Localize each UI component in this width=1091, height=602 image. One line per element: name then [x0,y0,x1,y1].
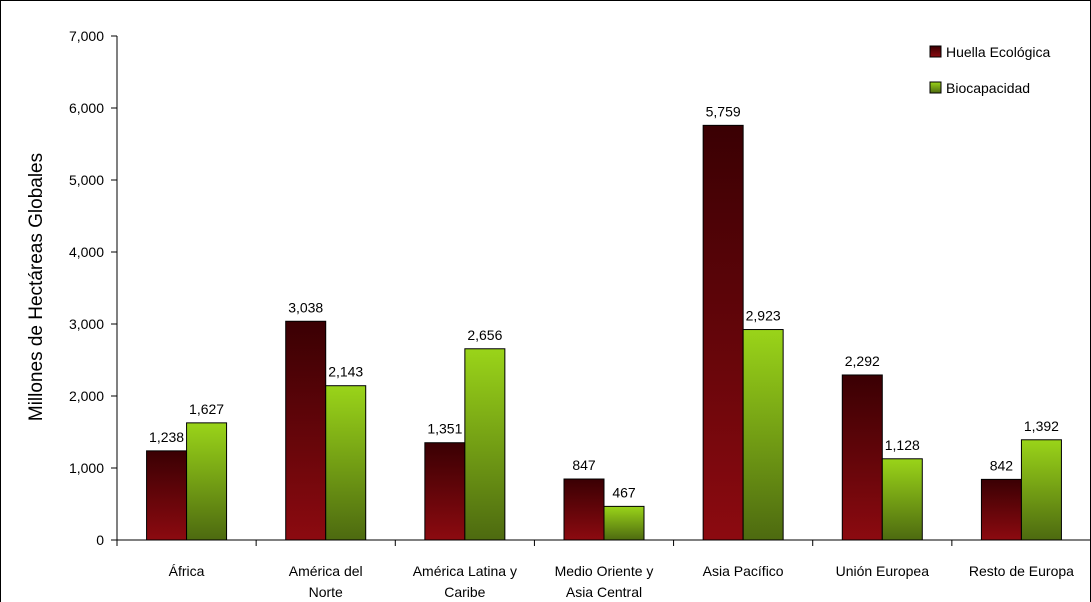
bar-huella [285,320,327,541]
x-category-label: Resto de Europa [969,563,1074,579]
bar-huella [702,124,744,541]
y-tick-label: 0 [96,532,104,548]
y-tick-label: 7,000 [69,28,104,44]
bar-huella [146,450,188,541]
x-category-label: América Latina y [413,563,517,579]
bar-biocapacidad [186,422,228,541]
data-label: 2,143 [328,364,363,380]
bar-biocapacidad [464,348,506,541]
x-category-label: Asia Pacífico [703,563,784,579]
x-category-label: África [169,563,205,579]
y-tick-label: 6,000 [69,100,104,116]
y-tick-label: 3,000 [69,316,104,332]
y-axis-title: Millones de Hectáreas Globales [26,153,47,421]
data-label: 5,759 [706,103,741,119]
bar-huella [980,478,1022,541]
bar-huella [563,478,605,541]
x-category-label: Norte [309,584,343,600]
bar-huella [424,442,466,541]
y-tick-label: 5,000 [69,172,104,188]
x-category-label: Unión Europea [836,563,930,579]
data-label: 1,128 [885,437,920,453]
bar-biocapacidad [881,458,923,541]
data-label: 2,923 [746,308,781,324]
data-label: 2,292 [845,353,880,369]
data-labels-layer: 1,238 1,627 3,038 2,143 1,351 2,656 847 467 5,75… [149,103,1059,500]
data-label: 3,038 [288,299,323,315]
y-tick-label: 4,000 [69,244,104,260]
data-label: 2,656 [467,327,502,343]
x-category-label: Medio Oriente y [555,563,654,579]
bars-layer [146,124,1062,541]
x-category-label: América del [289,563,363,579]
bar-biocapacidad [325,385,367,541]
x-category-label: Caribe [444,584,485,600]
y-tick-label: 2,000 [69,388,104,404]
bar-biocapacidad [1020,439,1062,541]
x-category-label: Asia Central [566,584,642,600]
data-label: 847 [572,457,596,473]
legend: Huella Ecológica Biocapacidad [929,44,1050,96]
legend-swatch [929,81,942,94]
bar-biocapacidad [603,505,645,541]
legend-swatch [929,45,942,58]
data-label: 467 [612,484,636,500]
legend-label: Biocapacidad [946,80,1030,96]
data-label: 1,627 [189,401,224,417]
axis-layer: 0 1,000 2,000 3,000 4,000 5,000 6,000 7,000 Áfri… [69,28,1091,600]
bar-biocapacidad [742,329,784,541]
y-tick-label: 1,000 [69,460,104,476]
data-label: 1,351 [427,421,462,437]
legend-label: Huella Ecológica [946,44,1050,60]
data-label: 1,392 [1024,418,1059,434]
data-label: 1,238 [149,429,184,445]
bar-huella [841,374,883,541]
data-label: 842 [990,457,1014,473]
